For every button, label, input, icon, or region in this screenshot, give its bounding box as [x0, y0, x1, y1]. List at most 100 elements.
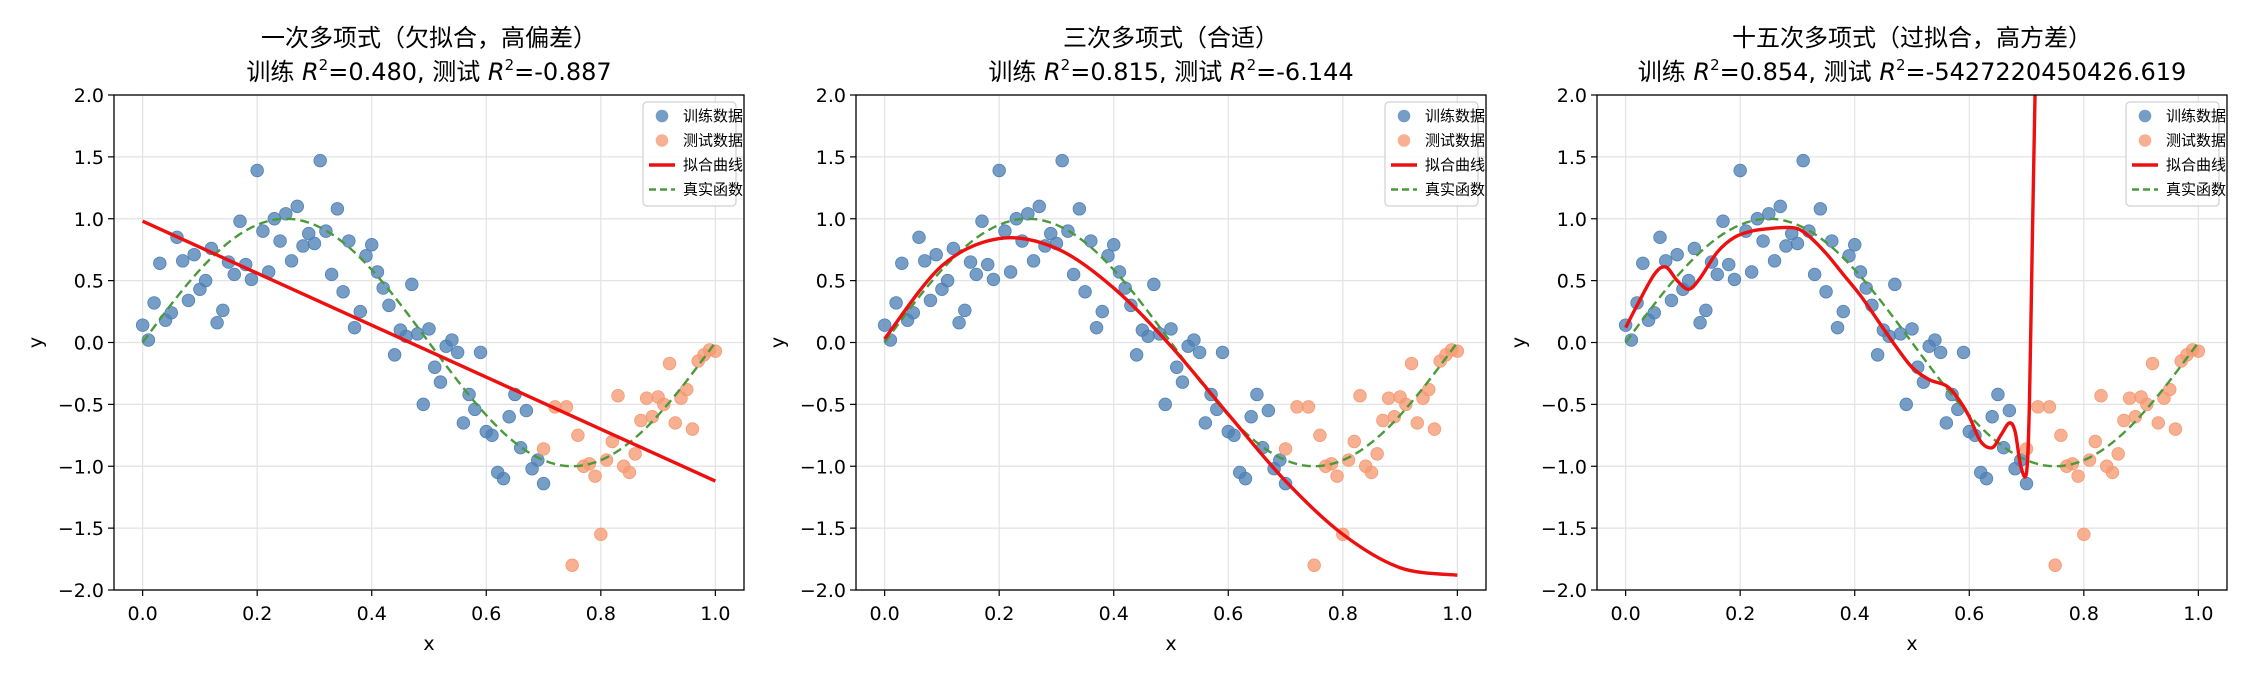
train-point	[1796, 153, 1810, 168]
train-point	[969, 267, 983, 282]
train-point	[135, 318, 150, 332]
test-point	[1422, 382, 1436, 397]
y-tick-label: 2.0	[74, 85, 104, 107]
train-point	[273, 234, 287, 248]
train-point	[1693, 316, 1707, 330]
test-point	[1290, 400, 1304, 414]
x-tick-label: 1.0	[700, 603, 730, 625]
train-point	[181, 293, 196, 308]
train-point	[940, 273, 955, 288]
plot-area	[135, 153, 723, 572]
y-tick-label: −1.0	[58, 456, 104, 478]
legend-box	[642, 101, 737, 207]
x-tick-label: 0.4	[357, 603, 387, 625]
train-point	[877, 318, 892, 332]
test-point	[2031, 400, 2045, 414]
train-point	[433, 375, 448, 389]
test-point	[628, 447, 642, 461]
x-axis-label: x	[423, 633, 434, 655]
test-point	[2122, 391, 2137, 405]
train-point	[176, 254, 190, 268]
train-point	[342, 234, 356, 248]
legend-marker-train	[1397, 109, 1411, 123]
chart-title-line1: 十五次多项式（过拟合，高方差）	[1732, 24, 2092, 52]
train-point	[1187, 333, 1201, 347]
legend-label: 拟合曲线	[1425, 156, 1485, 174]
train-point	[1767, 254, 1782, 268]
test-point	[571, 428, 585, 443]
test-point	[2168, 422, 2183, 436]
y-tick-label: −2.0	[58, 580, 104, 602]
fit-curve-line	[883, 236, 1458, 577]
train-point	[1238, 471, 1253, 486]
train-point	[336, 285, 350, 299]
y-tick-label: −1.5	[800, 518, 846, 540]
train-point	[531, 453, 545, 467]
train-point	[1710, 267, 1724, 282]
train-point	[141, 333, 156, 347]
train-point	[1066, 267, 1081, 282]
legend-label: 训练数据	[683, 107, 743, 125]
fit-curve-line	[141, 219, 717, 483]
train-point	[1141, 329, 1155, 344]
test-point	[2111, 447, 2125, 461]
train-point	[1681, 273, 1696, 288]
train-point	[210, 316, 224, 330]
train-point	[918, 254, 932, 268]
test-point	[2117, 413, 2131, 428]
x-tick-label: 0.6	[1954, 603, 1984, 625]
train-point	[302, 226, 316, 241]
train-point	[1744, 265, 1759, 279]
x-tick-label: 0.6	[1213, 603, 1243, 625]
y-tick-label: −2.0	[1541, 580, 1587, 602]
x-tick-label: 0.0	[870, 603, 900, 625]
test-point	[634, 413, 648, 428]
x-tick-label: 0.8	[1328, 603, 1358, 625]
x-axis-label: x	[1165, 633, 1176, 655]
y-tick-label: 0.0	[74, 333, 104, 355]
test-point	[1370, 447, 1384, 461]
train-point	[1170, 360, 1184, 374]
x-tick-label: 0.4	[1099, 603, 1129, 625]
y-axis-label: y	[1508, 337, 1530, 348]
legend-label: 训练数据	[2166, 107, 2226, 125]
train-point	[382, 298, 396, 313]
train-point	[1244, 410, 1258, 424]
train-point	[347, 320, 362, 335]
train-point	[1699, 303, 1713, 318]
train-point	[1021, 207, 1035, 221]
train-point	[1853, 265, 1868, 279]
test-point	[1427, 422, 1442, 436]
train-point	[1158, 397, 1172, 412]
train-point	[1044, 226, 1058, 241]
train-point	[958, 303, 972, 318]
train-point	[290, 199, 304, 214]
chart-title-line2: 训练 R2=0.854, 测试 R2=-5427220450426.619	[1638, 56, 2187, 86]
train-point	[473, 345, 488, 360]
train-point	[1848, 238, 1862, 252]
train-point	[1026, 254, 1041, 268]
test-point	[2077, 527, 2091, 542]
train-point	[952, 316, 966, 330]
true-function-line	[1624, 217, 2200, 468]
train-point	[450, 345, 465, 360]
train-point	[279, 207, 293, 221]
y-tick-label: 0.0	[1557, 333, 1587, 355]
train-point	[1807, 267, 1822, 282]
test-point	[1307, 558, 1321, 572]
train-point	[187, 247, 201, 262]
legend-label: 测试数据	[1425, 132, 1485, 150]
chart-title-line1: 三次多项式（合适）	[1063, 24, 1279, 52]
train-point	[147, 296, 161, 310]
y-tick-label: −2.0	[800, 580, 846, 602]
test-point	[1364, 465, 1379, 480]
train-point	[1727, 272, 1742, 287]
test-point	[680, 382, 694, 397]
train-point	[1830, 320, 1845, 335]
y-tick-label: 2.0	[1557, 85, 1587, 107]
legend-label: 测试数据	[2166, 132, 2226, 150]
train-point	[1003, 265, 1018, 279]
